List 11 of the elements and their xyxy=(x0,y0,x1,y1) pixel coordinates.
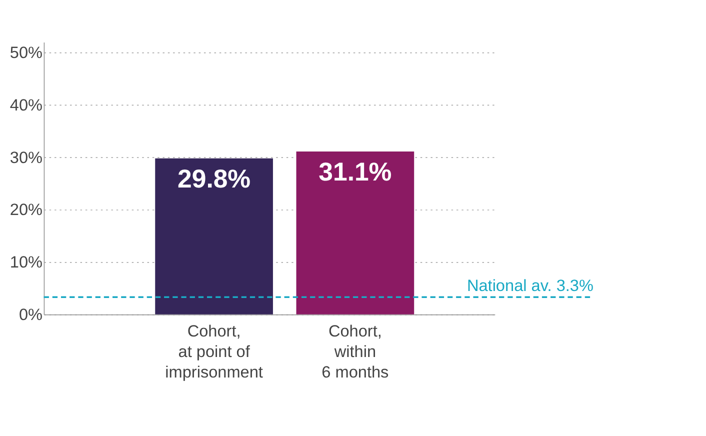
ref-line-label: National av. 3.3% xyxy=(466,277,594,296)
y-tick-label: 30% xyxy=(10,148,43,167)
x-tick-label: Cohort, at point of imprisonment xyxy=(165,322,264,382)
y-tick-label: 10% xyxy=(10,254,43,272)
y-tick-label: 0% xyxy=(18,306,43,324)
y-tick-label: 20% xyxy=(10,201,43,220)
y-tick-label: 50% xyxy=(10,44,43,62)
x-tick-label: Cohort, within 6 months xyxy=(322,322,389,382)
y-tick-label: 40% xyxy=(10,96,43,115)
data-label: 29.8% xyxy=(178,166,251,194)
data-label: 31.1% xyxy=(318,158,392,187)
